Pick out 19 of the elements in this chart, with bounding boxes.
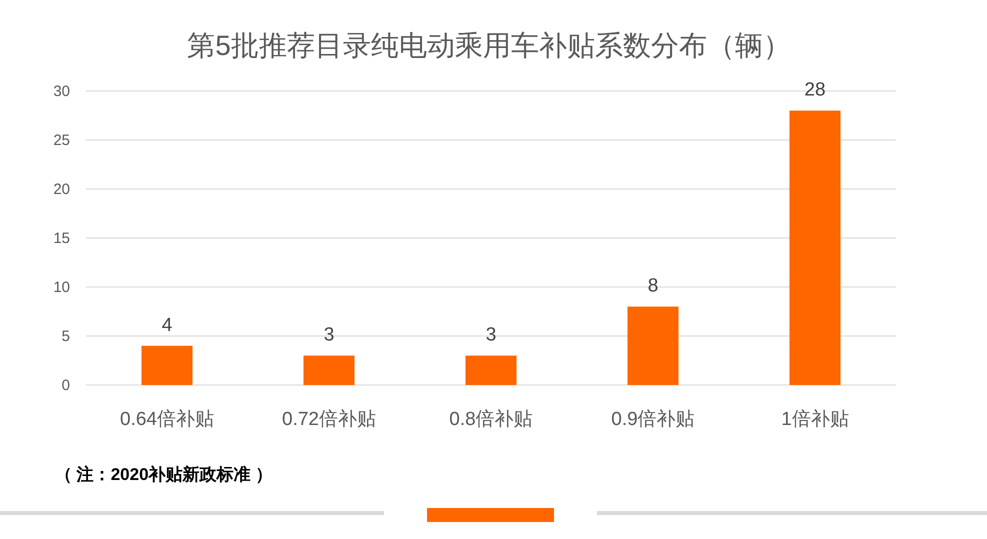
data-label: 3: [486, 324, 496, 346]
xtick: 0.72倍补贴: [282, 409, 376, 430]
data-label: 8: [648, 276, 658, 297]
ytick: 10: [53, 279, 70, 296]
xtick: 0.9倍补贴: [611, 409, 695, 430]
ytick: 15: [53, 230, 70, 247]
ytick: 30: [53, 83, 70, 100]
annotation: （ 注：2020补贴新政标准 ）: [55, 465, 272, 484]
xtick: 0.8倍补贴: [449, 409, 533, 430]
data-label: 28: [804, 80, 826, 101]
ytick: 5: [62, 328, 70, 345]
ytick: 20: [53, 181, 70, 198]
ytick: 25: [53, 132, 70, 149]
xtick: 0.64倍补贴: [120, 409, 214, 430]
ytick: 0: [62, 377, 70, 394]
title: 第5批推荐目录纯电动乘用车补贴系数分布（辆）: [187, 30, 791, 61]
data-label: 4: [162, 314, 172, 336]
data-label: 3: [324, 324, 334, 346]
xtick: 1倍补贴: [781, 409, 849, 430]
